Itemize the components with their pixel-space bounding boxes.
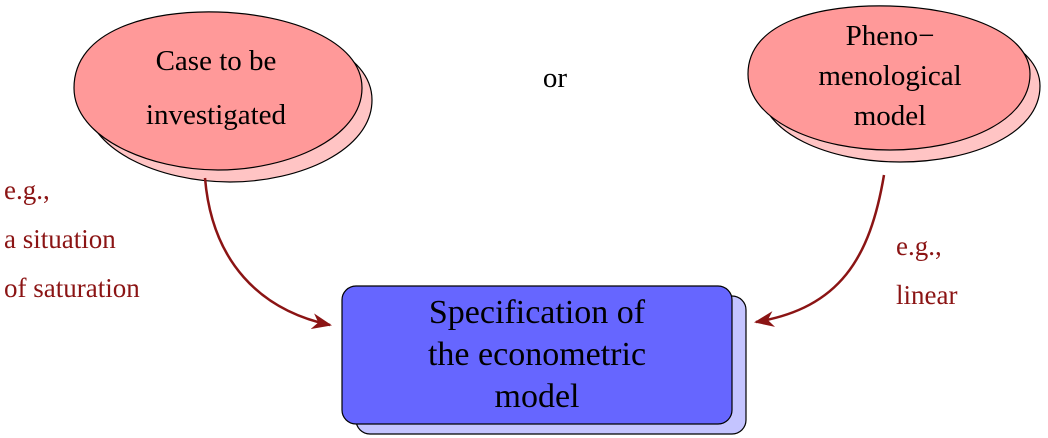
- right-annotation-line: linear: [896, 280, 958, 310]
- left-ellipse: [73, 11, 363, 171]
- target-box-node: [341, 285, 747, 435]
- right-node-label: Pheno− menological model: [780, 16, 1000, 136]
- target-node-line: the econometric: [427, 336, 647, 373]
- left-node-line: Case to be: [155, 45, 277, 77]
- left-annotation: e.g., a situation of saturation: [4, 166, 140, 313]
- right-node-line: model: [853, 100, 927, 132]
- target-node-label: Specification of the econometric model: [342, 292, 732, 418]
- right-node-line: Pheno−: [845, 20, 935, 52]
- right-ellipse-node: [747, 5, 1041, 163]
- left-ellipse-node: [73, 11, 373, 183]
- left-node-label: Case to be investigated: [96, 34, 336, 142]
- right-arrow: [754, 174, 886, 327]
- target-box: [341, 285, 733, 425]
- left-annotation-line: e.g.,: [4, 175, 50, 205]
- connector-text: or: [542, 62, 568, 94]
- right-ellipse: [747, 5, 1031, 151]
- left-annotation-line: a situation: [4, 224, 116, 254]
- left-arrow: [203, 177, 332, 330]
- target-node-line: model: [494, 378, 580, 415]
- left-annotation-line: of saturation: [4, 273, 140, 303]
- right-annotation: e.g., linear: [896, 222, 957, 320]
- right-node-line: menological: [818, 60, 962, 92]
- right-annotation-line: e.g.,: [896, 231, 942, 261]
- target-node-line: Specification of: [428, 294, 646, 331]
- left-node-line: investigated: [145, 99, 287, 131]
